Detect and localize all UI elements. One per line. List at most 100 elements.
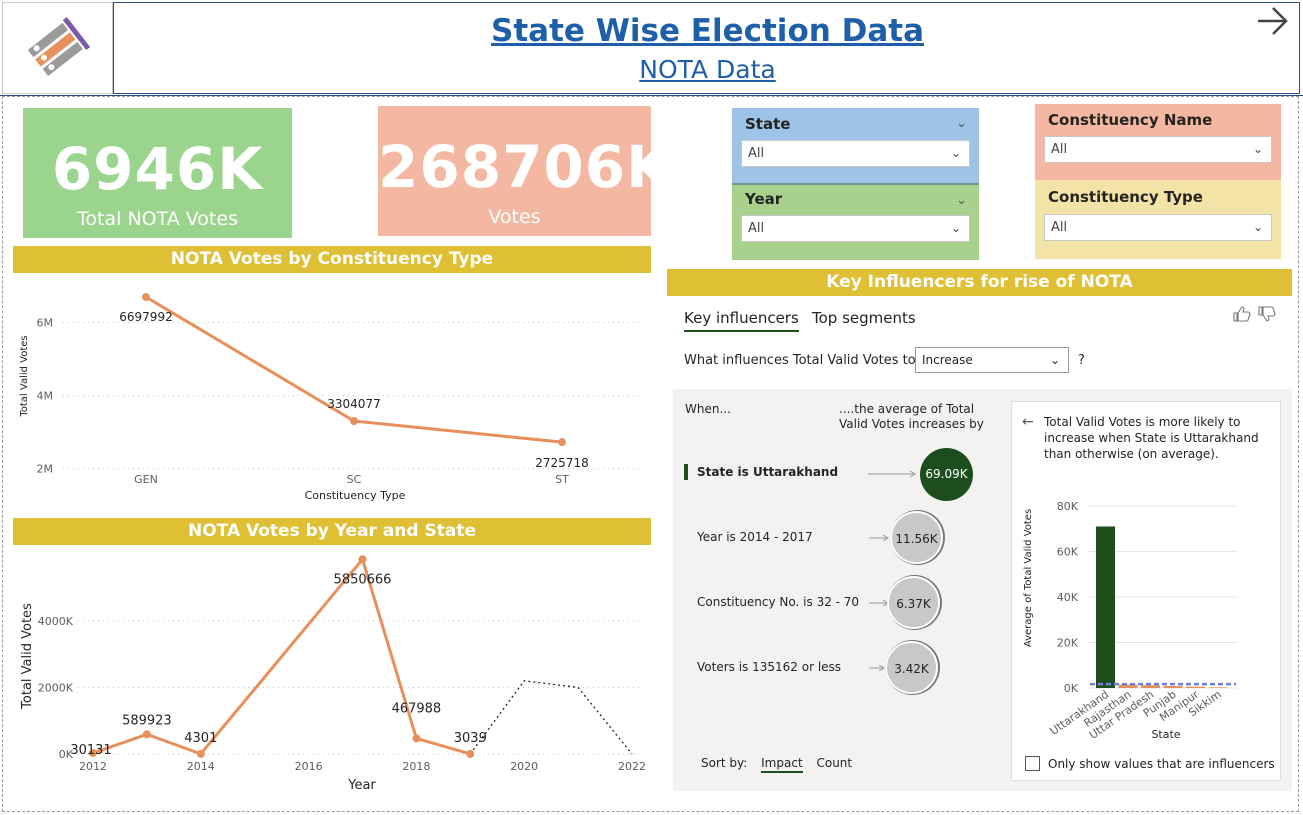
bar [1141,685,1160,688]
kpi-label: Total NOTA Votes [77,208,238,230]
kpi-votes: 268706K Votes [378,106,673,236]
bar [1186,686,1205,688]
nota-by-year-and-state-chart[interactable]: 0K 2000K 4000K 2012 2014 2016 2018 2020 2022 30… [13,548,651,798]
x-tick-label: 2016 [295,760,323,773]
data-point [358,555,367,564]
bar [1163,685,1183,688]
y-tick-label: 2M [37,463,54,476]
state-dropdown[interactable]: All ⌄ [741,140,970,167]
detail-description: Total Valid Votes is more likely to incr… [1044,415,1259,461]
impact-bubble: 6.37K [887,576,940,629]
sort-label: Sort by: [701,756,748,770]
nota-by-constituency-type-chart[interactable]: 2M 4M 6M GEN SC ST 6697992 3304077 2725718 Con… [13,276,651,512]
tab-top-segments[interactable]: Top segments [812,309,916,327]
y-tick-label: 6M [37,317,54,330]
chevron-down-icon: ⌄ [1252,220,1263,234]
kpi-total-nota-votes: 6946K Total NOTA Votes [23,108,292,238]
constituency-name-dropdown[interactable]: All ⌄ [1044,136,1272,163]
influencer-row[interactable]: State is Uttarakhand 69.09K [673,447,993,501]
influencer-row[interactable]: Constituency No. is 32 - 70 6.37K [673,576,993,629]
data-label: 5850666 [334,572,392,587]
influence-direction-dropdown[interactable]: Increase ⌄ [915,347,1069,373]
sort-count-option[interactable]: Count [816,756,853,770]
constituency-type-slicer[interactable]: Constituency Type All ⌄ [1035,180,1281,259]
data-point [196,749,205,758]
state-slicer[interactable]: State ⌄ All ⌄ [732,108,979,183]
y-tick-label: 0K [1064,682,1079,695]
page-subtitle[interactable]: NOTA Data [639,55,776,84]
influencer-detail-panel: ← Total Valid Votes is more likely to in… [1011,401,1281,781]
x-axis-title: Constituency Type [305,489,406,502]
chevron-down-icon[interactable]: ⌄ [956,193,967,208]
x-tick-label: SC [347,473,362,486]
tab-key-influencers[interactable]: Key influencers [684,309,799,332]
data-point [142,293,150,302]
x-tick-label: 2020 [510,760,538,773]
influencer-label: Year is 2014 - 2017 [697,530,813,544]
sort-impact-option[interactable]: Impact [761,756,803,773]
chevron-down-icon: ⌄ [1049,353,1060,367]
key-influencers-visual[interactable]: Key influencers Top segments What influe… [667,298,1292,793]
data-label: 4301 [184,731,217,746]
slicer-title: Constituency Type [1048,188,1203,206]
y-axis-title: Average of Total Valid Votes [1023,509,1034,647]
x-tick-label: 2012 [79,760,107,773]
dropdown-value: All [1051,220,1068,235]
dropdown-value: Increase [922,353,973,367]
kpi-label: Votes [488,206,541,228]
kpi-value: 268706K [378,133,673,201]
kpi-value: 6946K [51,135,264,203]
data-label: 6697992 [119,310,172,324]
influence-question: What influences Total Valid Votes to [684,353,916,368]
data-label: 3304077 [327,397,380,411]
chevron-down-icon: ⌄ [950,221,961,235]
bar [1096,526,1115,688]
thumbs-up-icon[interactable] [1233,306,1251,326]
report-header: State Wise Election Data NOTA Data [0,0,1303,96]
thumbs-down-icon[interactable] [1258,306,1276,326]
series-line[interactable] [92,556,471,756]
year-dropdown[interactable]: All ⌄ [741,215,970,242]
constituency-name-slicer[interactable]: Constituency Name All ⌄ [1035,104,1281,180]
y-tick-label: 60K [1057,546,1079,559]
impact-bubble: 69.09K [920,448,973,501]
arrow-right-icon[interactable] [1255,5,1291,37]
data-label: 589923 [122,713,172,728]
chevron-down-icon: ⌄ [1252,142,1263,156]
x-tick-label: GEN [134,473,158,486]
checkbox-label: Only show values that are influencers [1048,757,1275,771]
chevron-down-icon[interactable]: ⌄ [956,116,967,131]
y-tick-label: 40K [1057,591,1079,604]
average-header: ....the average of Total Valid Votes inc… [839,402,984,431]
section-title-by-year: NOTA Votes by Year and State [13,518,651,545]
influencer-row[interactable]: Year is 2014 - 2017 11.56K [673,511,993,564]
influencer-label: Voters is 135162 or less [697,660,842,674]
x-axis-title: State [1151,728,1180,741]
dropdown-value: All [1051,142,1068,157]
data-point [89,748,97,757]
constituency-type-dropdown[interactable]: All ⌄ [1044,214,1272,241]
arrow-left-icon[interactable]: ← [1022,414,1034,430]
forecast-line [469,680,633,755]
y-tick-label: 20K [1057,637,1079,650]
chevron-down-icon: ⌄ [950,146,961,160]
section-title-by-type: NOTA Votes by Constituency Type [13,246,651,273]
question-suffix: ? [1078,353,1085,368]
influencer-label: Constituency No. is 32 - 70 [697,595,860,609]
bar [1118,684,1138,688]
page-title: State Wise Election Data [491,13,924,49]
selected-indicator [684,464,688,480]
impact-bubble: 3.42K [885,641,938,694]
influencers-only-checkbox[interactable] [1025,756,1040,771]
y-tick-label: 4M [37,390,54,403]
influencer-label: State is Uttarakhand [697,465,839,479]
election-commission-logo [2,2,113,94]
data-point [350,417,358,426]
bar [1208,687,1228,688]
x-tick-label: 2018 [402,760,430,773]
x-axis-title: Year [347,778,376,793]
year-slicer[interactable]: Year ⌄ All ⌄ [732,183,979,260]
x-tick-label: ST [555,473,569,486]
influencer-row[interactable]: Voters is 135162 or less 3.42K [673,641,993,694]
